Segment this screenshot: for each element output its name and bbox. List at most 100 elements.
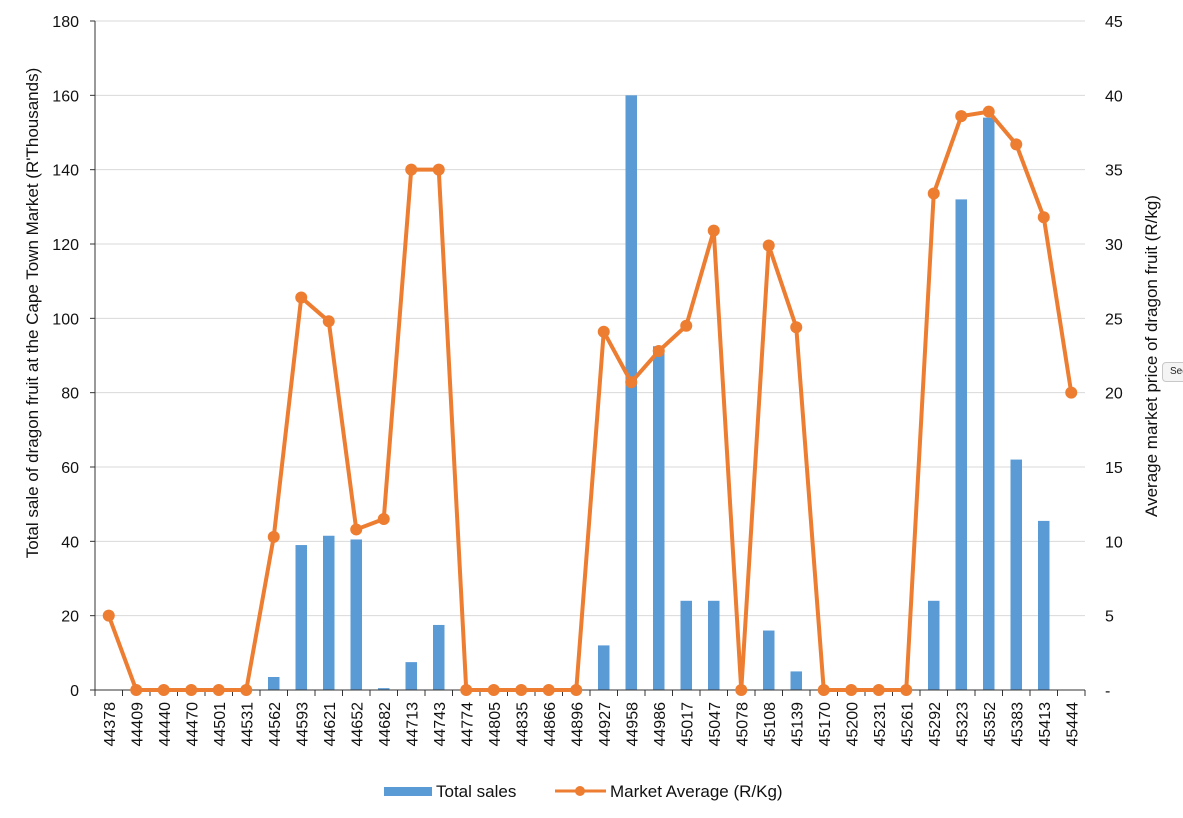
line-point bbox=[405, 163, 418, 176]
line-point bbox=[1065, 386, 1078, 399]
x-axis-tick-label: 44743 bbox=[432, 702, 449, 747]
line-point bbox=[762, 239, 775, 252]
legend-swatch-total-sales bbox=[384, 787, 432, 796]
x-axis-tick-label: 45108 bbox=[762, 702, 779, 747]
x-axis-tick-label: 44866 bbox=[542, 702, 559, 747]
line-point bbox=[982, 105, 995, 118]
x-axis-tick-label: 45383 bbox=[1009, 702, 1026, 747]
line-point bbox=[652, 345, 665, 358]
line-point bbox=[515, 684, 528, 696]
bar bbox=[323, 535, 335, 690]
bar bbox=[268, 676, 280, 690]
right-axis-tick-label: 40 bbox=[1105, 88, 1123, 105]
line-point bbox=[240, 684, 253, 696]
right-axis-tick-label: 35 bbox=[1105, 163, 1123, 180]
x-axis-tick-label: 44652 bbox=[349, 702, 366, 747]
right-axis-tick-label: 45 bbox=[1105, 14, 1123, 31]
x-axis-tick-label: 44986 bbox=[652, 702, 669, 747]
legend: Total sales Market Average (R/Kg) bbox=[384, 782, 783, 801]
right-axis-tick-label: 10 bbox=[1105, 534, 1123, 551]
line-point bbox=[790, 321, 803, 334]
legend-label-total-sales: Total sales bbox=[436, 782, 516, 801]
x-axis-tick-label: 44713 bbox=[404, 702, 421, 747]
x-axis-tick-label: 44805 bbox=[487, 702, 504, 747]
line-series-market-average bbox=[102, 105, 1078, 696]
x-axis-tick-label: 45413 bbox=[1037, 702, 1054, 747]
right-axis-tick-label: 15 bbox=[1105, 460, 1123, 477]
x-axis-tick-label: 45139 bbox=[789, 702, 806, 747]
x-axis-tick-label: 44440 bbox=[157, 702, 174, 747]
left-axis-tick-label: 0 bbox=[70, 683, 79, 700]
x-axis-tick-label: 44621 bbox=[322, 702, 339, 747]
bar bbox=[983, 117, 995, 691]
line-point bbox=[872, 684, 885, 696]
line-point bbox=[185, 684, 198, 696]
left-axis-tick-label: 120 bbox=[52, 237, 79, 254]
bar bbox=[708, 600, 720, 690]
gridlines bbox=[95, 20, 1085, 617]
left-axis-tick-label: 60 bbox=[61, 460, 79, 477]
legend-label-market-average: Market Average (R/Kg) bbox=[610, 782, 783, 801]
line-point bbox=[267, 530, 280, 543]
right-axis-tick-label: 25 bbox=[1105, 311, 1123, 328]
line-point bbox=[542, 684, 555, 696]
line-point bbox=[817, 684, 830, 696]
x-axis-tick-label: 44378 bbox=[102, 702, 119, 747]
left-axis-ticks: 0 20 40 60 80 100 120 140 160 180 bbox=[52, 14, 79, 700]
bar bbox=[790, 671, 802, 690]
line-point bbox=[707, 224, 720, 237]
left-axis-tick-label: 40 bbox=[61, 534, 79, 551]
bar bbox=[955, 199, 967, 690]
left-axis-tick-label: 140 bbox=[52, 163, 79, 180]
x-axis-tick-label: 45017 bbox=[679, 702, 696, 747]
x-axis-tick-label: 44409 bbox=[129, 702, 146, 747]
x-axis-tick-label: 45078 bbox=[734, 702, 751, 747]
bar bbox=[295, 545, 307, 690]
x-axis-tick-label: 45200 bbox=[844, 702, 861, 747]
line-point bbox=[377, 513, 390, 526]
x-axis-tick-label: 45231 bbox=[872, 702, 889, 747]
bar bbox=[1010, 459, 1022, 690]
x-axis-ticks: 44378 44409 44440 44470 44501 44531 44562 44593… bbox=[102, 702, 1082, 747]
x-axis-tick-label: 44470 bbox=[184, 702, 201, 747]
bar bbox=[598, 645, 610, 690]
x-axis-tick-label: 44835 bbox=[514, 702, 531, 747]
line-point bbox=[102, 609, 115, 622]
left-axis-tick-label: 180 bbox=[52, 14, 79, 31]
line-point bbox=[487, 684, 500, 696]
x-axis-tick-label: 44593 bbox=[294, 702, 311, 747]
left-axis-tick-label: 20 bbox=[61, 609, 79, 626]
x-axis-tick-label: 44531 bbox=[239, 702, 256, 747]
right-axis-tick-label: 20 bbox=[1105, 386, 1123, 403]
bar-series-total-sales bbox=[268, 95, 1050, 691]
line-point bbox=[735, 684, 748, 696]
line-point bbox=[350, 523, 363, 536]
x-axis-tick-label: 44501 bbox=[212, 702, 229, 747]
series-line bbox=[106, 109, 1074, 692]
bar bbox=[433, 624, 445, 690]
line-point bbox=[130, 684, 143, 696]
x-axis-tick-label: 45352 bbox=[982, 702, 999, 747]
x-axis-tick-label: 44562 bbox=[267, 702, 284, 747]
line-point bbox=[955, 110, 968, 123]
left-axis-title: Total sale of dragon fruit at the Cape T… bbox=[23, 68, 42, 559]
right-axis-tick-label: 5 bbox=[1105, 609, 1114, 626]
right-axis-ticks: - 5 10 15 20 25 30 35 40 45 bbox=[1105, 14, 1123, 700]
side-panel-tab[interactable]: Sec bbox=[1162, 362, 1183, 382]
x-axis-tick-label: 45292 bbox=[927, 702, 944, 747]
side-panel-tab-label: Sec bbox=[1170, 366, 1183, 377]
x-axis-tick-label: 45323 bbox=[954, 702, 971, 747]
bar bbox=[378, 688, 390, 690]
line-point bbox=[845, 684, 858, 696]
right-axis-title: Average market price of dragon fruit (R/… bbox=[1142, 195, 1161, 517]
bar bbox=[1038, 520, 1050, 690]
line-point bbox=[157, 684, 170, 696]
line-point bbox=[460, 684, 473, 696]
x-axis-tick-label: 44682 bbox=[377, 702, 394, 747]
left-axis-tick-label: 80 bbox=[61, 386, 79, 403]
line-point bbox=[625, 376, 638, 389]
bar bbox=[680, 600, 692, 690]
x-axis-tick-label: 44958 bbox=[624, 702, 641, 747]
right-axis-tick-label: 30 bbox=[1105, 237, 1123, 254]
